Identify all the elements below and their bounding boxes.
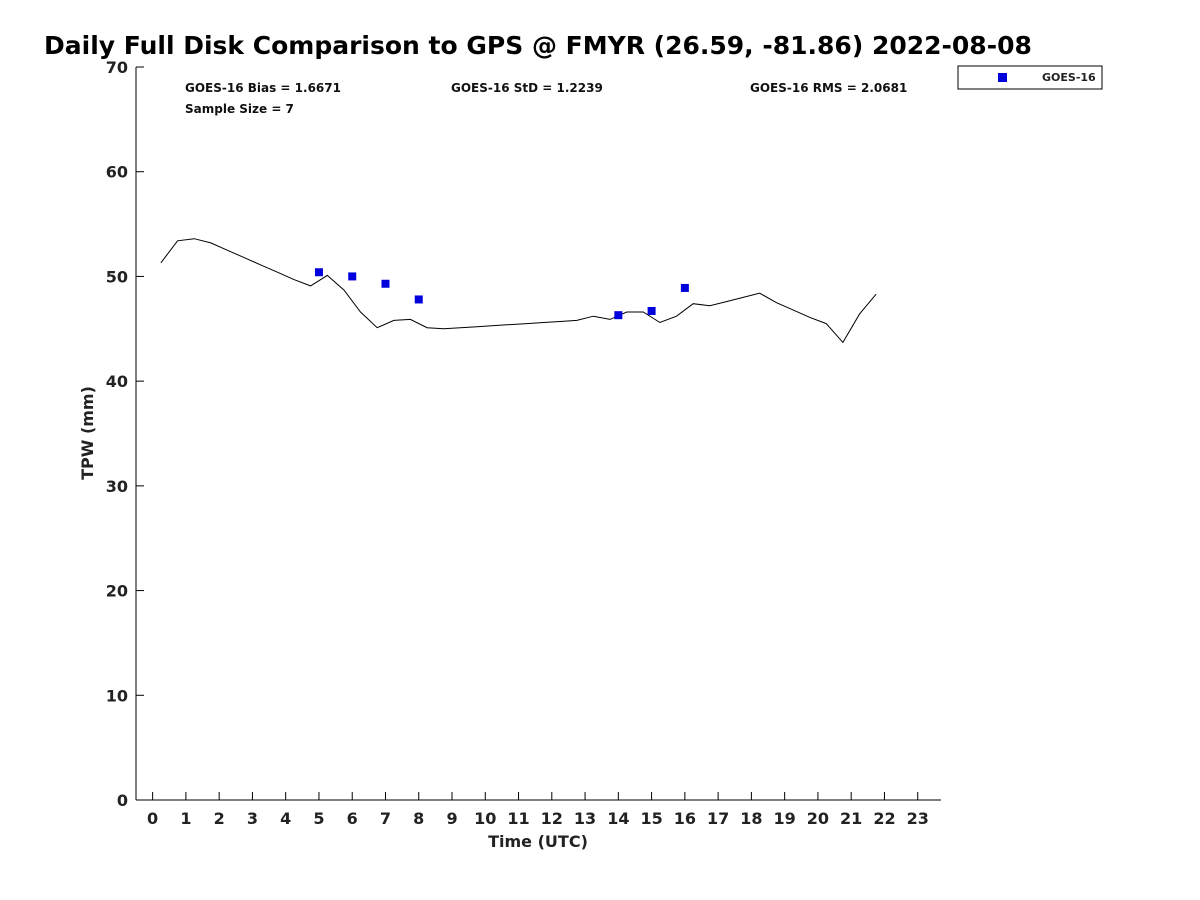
x-tick-label: 2 (214, 809, 225, 828)
x-tick-label: 11 (507, 809, 529, 828)
x-tick-label: 8 (413, 809, 424, 828)
y-tick-label: 0 (117, 791, 128, 810)
goes16-point (680, 283, 689, 292)
y-tick-label: 70 (106, 58, 128, 77)
legend-marker-goes16 (998, 73, 1007, 82)
x-tick-label: 4 (280, 809, 291, 828)
x-tick-label: 20 (807, 809, 829, 828)
std-stat: GOES-16 StD = 1.2239 (451, 81, 603, 95)
legend-label-goes16: GOES-16 (1042, 71, 1096, 84)
chart-title: Daily Full Disk Comparison to GPS @ FMYR… (44, 31, 1032, 60)
x-tick-label: 7 (380, 809, 391, 828)
bias-stat: GOES-16 Bias = 1.6671 (185, 81, 341, 95)
x-tick-label: 21 (840, 809, 862, 828)
goes16-point (348, 272, 357, 281)
goes16-point (414, 295, 423, 304)
x-tick-label: 0 (147, 809, 158, 828)
x-ticks: 0 1 2 3 4 5 6 7 8 9 10 11 12 13 14 15 16 17 18 19 20 21 22 23 (147, 792, 929, 828)
y-tick-label: 50 (106, 267, 128, 286)
x-tick-label: 12 (541, 809, 563, 828)
goes16-point (647, 306, 656, 315)
x-tick-label: 1 (180, 809, 191, 828)
y-tick-label: 30 (106, 477, 128, 496)
x-tick-label: 23 (907, 809, 929, 828)
y-tick-label: 10 (106, 686, 128, 705)
x-tick-label: 3 (247, 809, 258, 828)
goes16-point (381, 279, 390, 288)
gps-tpw-line (160, 238, 877, 344)
rms-stat: GOES-16 RMS = 2.0681 (750, 81, 907, 95)
y-tick-label: 20 (106, 582, 128, 601)
y-tick-label: 40 (106, 372, 128, 391)
x-tick-label: 22 (873, 809, 895, 828)
y-tick-label: 60 (106, 163, 128, 182)
x-tick-label: 16 (674, 809, 696, 828)
x-axis-label: Time (UTC) (488, 832, 588, 851)
legend-box (957, 65, 1103, 90)
x-tick-label: 19 (774, 809, 796, 828)
y-axis-label: TPW (mm) (78, 386, 97, 480)
x-tick-label: 6 (347, 809, 358, 828)
x-tick-label: 18 (740, 809, 762, 828)
goes16-point (314, 268, 323, 277)
sample-size-stat: Sample Size = 7 (185, 102, 294, 116)
legend: GOES-16 (957, 65, 1103, 90)
x-tick-label: 13 (574, 809, 596, 828)
x-tick-label: 17 (707, 809, 729, 828)
x-tick-label: 10 (474, 809, 496, 828)
plot-area (160, 238, 877, 344)
goes16-point (614, 311, 623, 320)
x-tick-label: 9 (446, 809, 457, 828)
x-tick-label: 15 (640, 809, 662, 828)
y-ticks: 0 10 20 30 40 50 60 70 (106, 58, 144, 810)
x-tick-label: 5 (313, 809, 324, 828)
x-tick-label: 14 (607, 809, 629, 828)
